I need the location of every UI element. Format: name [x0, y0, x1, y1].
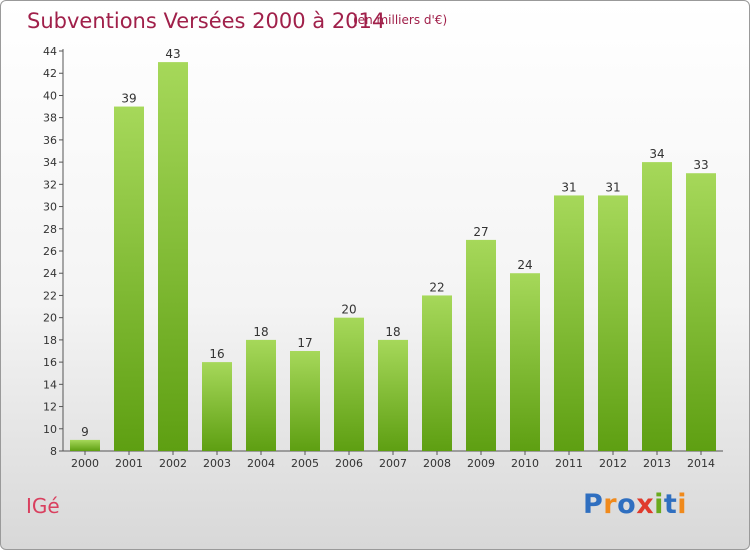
y-tick-label: 14: [43, 378, 57, 391]
logo-letter: x: [636, 489, 655, 520]
commune-name: IGé: [26, 494, 60, 518]
x-tick-label: 2007: [379, 457, 407, 470]
bar: [114, 106, 144, 452]
logo-letter: P: [583, 489, 604, 520]
x-tick-label: 2013: [643, 457, 671, 470]
data-label: 31: [605, 180, 620, 194]
x-tick-label: 2011: [555, 457, 583, 470]
bar: [686, 173, 716, 451]
y-tick-label: 42: [43, 67, 57, 80]
y-tick-label: 12: [43, 401, 57, 414]
data-label: 9: [81, 425, 89, 439]
y-tick-label: 40: [43, 89, 57, 102]
data-label: 34: [649, 147, 664, 161]
y-tick-label: 32: [43, 178, 57, 191]
bar: [510, 273, 540, 451]
x-tick-label: 2002: [159, 457, 187, 470]
bar: [598, 195, 628, 451]
logo-letter: t: [663, 489, 678, 520]
axes: 8 10 12 14 16 18 20 22 24 26 28 30 32 34 36 38 40 42 44 200…: [43, 45, 723, 470]
bar: [466, 239, 496, 451]
bars: [70, 62, 716, 452]
x-tick-label: 2014: [687, 457, 715, 470]
data-label: 31: [561, 180, 576, 194]
data-label: 27: [473, 225, 488, 239]
y-tick-label: 16: [43, 356, 57, 369]
logo-letter: r: [603, 489, 618, 520]
y-tick-label: 28: [43, 223, 57, 236]
y-tick-label: 20: [43, 312, 57, 325]
y-tick-label: 22: [43, 289, 57, 302]
x-tick-label: 2010: [511, 457, 539, 470]
bar: [158, 62, 188, 451]
data-label: 39: [121, 92, 136, 106]
data-labels: 9 39 43 16 18 17 20 18 22 27 24 31 31 34 33: [81, 47, 708, 439]
x-tick-label: 2000: [71, 457, 99, 470]
data-label: 18: [385, 325, 400, 339]
chart-subtitle: (en milliers d'€): [353, 13, 448, 27]
x-tick-label: 2004: [247, 457, 275, 470]
data-label: 33: [693, 158, 708, 172]
y-tick-label: 26: [43, 245, 57, 258]
logo-letter: i: [654, 489, 664, 520]
bar: [202, 362, 232, 451]
y-tick-label: 36: [43, 134, 57, 147]
data-label: 20: [341, 303, 356, 317]
bar: [290, 351, 320, 451]
y-tick-label: 34: [43, 156, 57, 169]
y-tick-label: 30: [43, 201, 57, 214]
data-label: 24: [517, 258, 532, 272]
chart-title: Subventions Versées 2000 à 2014: [27, 9, 386, 33]
bar: [334, 317, 364, 451]
data-label: 22: [429, 280, 444, 294]
bar: [70, 439, 100, 451]
bar: [378, 339, 408, 451]
y-tick-label: 44: [43, 45, 57, 58]
data-label: 17: [297, 336, 312, 350]
bar: [246, 339, 276, 451]
x-tick-label: 2009: [467, 457, 495, 470]
x-tick-label: 2001: [115, 457, 143, 470]
bar: [422, 295, 452, 451]
y-tick-label: 18: [43, 334, 57, 347]
data-label: 43: [165, 47, 180, 61]
proxiti-logo[interactable]: Proxiti: [583, 489, 687, 520]
y-tick-label: 8: [50, 445, 57, 458]
y-tick-label: 38: [43, 112, 57, 125]
data-label: 18: [253, 325, 268, 339]
x-tick-label: 2012: [599, 457, 627, 470]
bar: [554, 195, 584, 451]
y-tick-label: 24: [43, 267, 57, 280]
y-tick-label: 10: [43, 423, 57, 436]
x-tick-label: 2008: [423, 457, 451, 470]
bar: [642, 162, 672, 451]
x-tick-label: 2005: [291, 457, 319, 470]
logo-letter: o: [617, 489, 637, 520]
x-tick-label: 2003: [203, 457, 231, 470]
x-tick-label: 2006: [335, 457, 363, 470]
data-label: 16: [209, 347, 224, 361]
logo-letter: i: [677, 489, 688, 520]
